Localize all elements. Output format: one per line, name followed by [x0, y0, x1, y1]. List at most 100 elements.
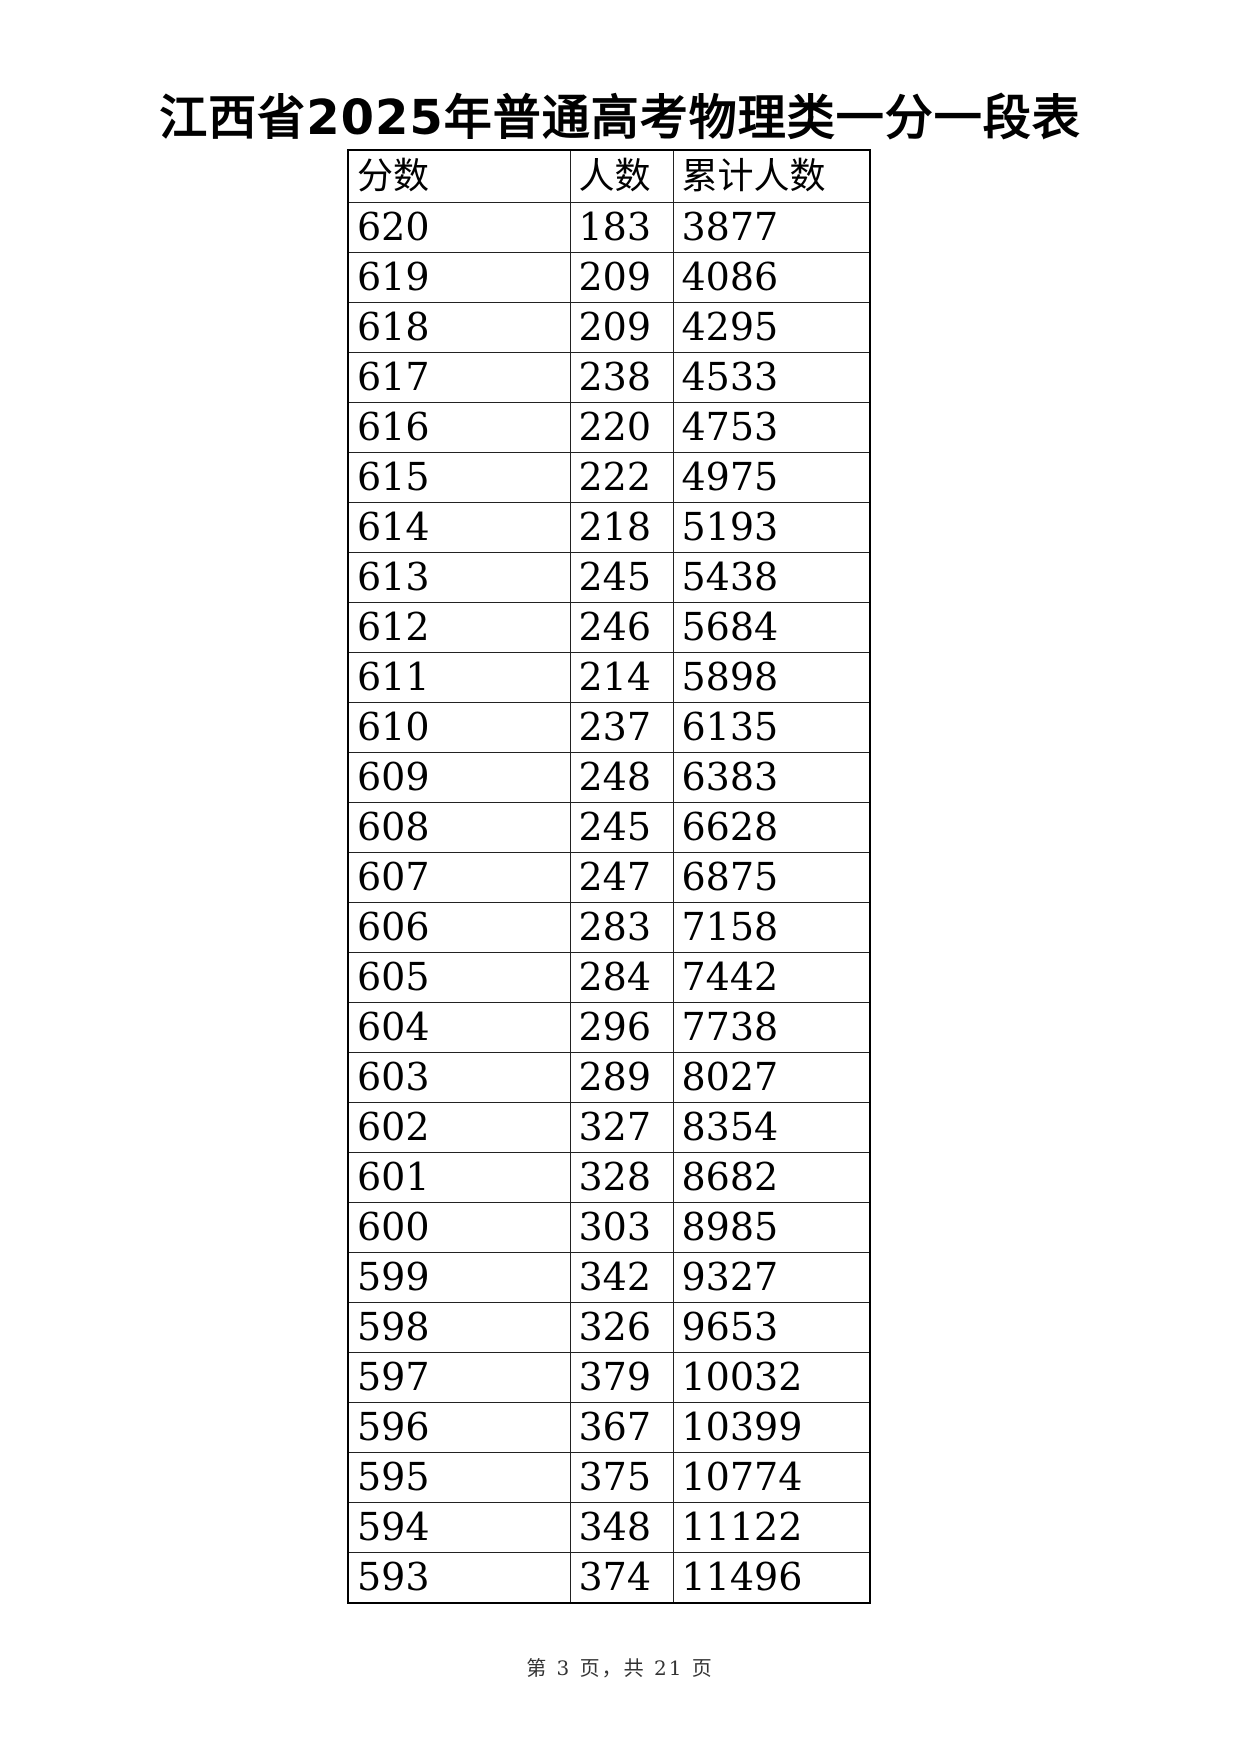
table-row: 603 289 8027	[347, 1052, 871, 1103]
cell-score: 602	[347, 1102, 571, 1153]
cell-score: 601	[347, 1152, 571, 1203]
cell-score: 598	[347, 1302, 571, 1353]
cell-cumulative: 6628	[672, 802, 871, 853]
cell-cumulative: 6383	[672, 752, 871, 803]
table-row: 612 246 5684	[347, 602, 871, 653]
cell-count: 222	[569, 452, 674, 503]
cell-count: 374	[569, 1552, 674, 1604]
cell-count: 214	[569, 652, 674, 703]
cell-score: 596	[347, 1402, 571, 1453]
cell-score: 605	[347, 952, 571, 1003]
cell-cumulative: 7738	[672, 1002, 871, 1053]
cell-score: 603	[347, 1052, 571, 1103]
table-row: 609 248 6383	[347, 752, 871, 803]
cell-cumulative: 8682	[672, 1152, 871, 1203]
page-number: 第 3 页，共 21 页	[526, 1656, 714, 1680]
cell-count: 283	[569, 902, 674, 953]
table-row: 606 283 7158	[347, 902, 871, 953]
table-row: 615 222 4975	[347, 452, 871, 503]
cell-score: 600	[347, 1202, 571, 1253]
cell-count: 296	[569, 1002, 674, 1053]
cell-cumulative: 7158	[672, 902, 871, 953]
table-row: 593 374 11496	[347, 1552, 871, 1604]
cell-cumulative: 4533	[672, 352, 871, 403]
cell-count: 183	[569, 202, 674, 253]
cell-cumulative: 6875	[672, 852, 871, 903]
cell-score: 599	[347, 1252, 571, 1303]
cell-count: 379	[569, 1352, 674, 1403]
table-row: 601 328 8682	[347, 1152, 871, 1203]
table-row: 607 247 6875	[347, 852, 871, 903]
cell-count: 220	[569, 402, 674, 453]
table-row: 599 342 9327	[347, 1252, 871, 1303]
cell-cumulative: 10774	[672, 1452, 871, 1503]
cell-cumulative: 5898	[672, 652, 871, 703]
cell-count: 245	[569, 552, 674, 603]
cell-cumulative: 8985	[672, 1202, 871, 1253]
cell-score: 593	[347, 1552, 571, 1604]
cell-cumulative: 7442	[672, 952, 871, 1003]
cell-cumulative: 8354	[672, 1102, 871, 1153]
score-table: 分数 人数 累计人数 620 183 3877 619 209 4086 618 209 429…	[347, 149, 871, 1604]
cell-count: 209	[569, 252, 674, 303]
cell-count: 326	[569, 1302, 674, 1353]
cell-score: 610	[347, 702, 571, 753]
table-header-row: 分数 人数 累计人数	[347, 149, 871, 203]
cell-cumulative: 10032	[672, 1352, 871, 1403]
table-row: 605 284 7442	[347, 952, 871, 1003]
cell-cumulative: 4295	[672, 302, 871, 353]
table-row: 620 183 3877	[347, 202, 871, 253]
cell-cumulative: 8027	[672, 1052, 871, 1103]
cell-score: 617	[347, 352, 571, 403]
cell-cumulative: 6135	[672, 702, 871, 753]
table-row: 596 367 10399	[347, 1402, 871, 1453]
cell-score: 597	[347, 1352, 571, 1403]
cell-cumulative: 4753	[672, 402, 871, 453]
cell-score: 604	[347, 1002, 571, 1053]
cell-score: 614	[347, 502, 571, 553]
table-row: 610 237 6135	[347, 702, 871, 753]
table-row: 604 296 7738	[347, 1002, 871, 1053]
cell-score: 609	[347, 752, 571, 803]
cell-count: 303	[569, 1202, 674, 1253]
cell-cumulative: 5684	[672, 602, 871, 653]
cell-cumulative: 9653	[672, 1302, 871, 1353]
cell-cumulative: 4086	[672, 252, 871, 303]
cell-cumulative: 4975	[672, 452, 871, 503]
cell-count: 375	[569, 1452, 674, 1503]
page-title: 江西省2025年普通高考物理类一分一段表	[159, 90, 1081, 146]
table-row: 594 348 11122	[347, 1502, 871, 1553]
cell-cumulative: 5193	[672, 502, 871, 553]
cell-count: 247	[569, 852, 674, 903]
cell-cumulative: 11122	[672, 1502, 871, 1553]
cell-score: 618	[347, 302, 571, 353]
cell-score: 619	[347, 252, 571, 303]
table-row: 595 375 10774	[347, 1452, 871, 1503]
cell-count: 245	[569, 802, 674, 853]
table-row: 616 220 4753	[347, 402, 871, 453]
table-row: 597 379 10032	[347, 1352, 871, 1403]
cell-count: 367	[569, 1402, 674, 1453]
cell-count: 209	[569, 302, 674, 353]
table-row: 600 303 8985	[347, 1202, 871, 1253]
cell-count: 218	[569, 502, 674, 553]
cell-count: 348	[569, 1502, 674, 1553]
cell-count: 237	[569, 702, 674, 753]
cell-score: 608	[347, 802, 571, 853]
cell-score: 594	[347, 1502, 571, 1553]
table-row: 611 214 5898	[347, 652, 871, 703]
header-score: 分数	[347, 149, 571, 203]
cell-score: 595	[347, 1452, 571, 1503]
cell-score: 615	[347, 452, 571, 503]
table-row: 608 245 6628	[347, 802, 871, 853]
cell-score: 613	[347, 552, 571, 603]
cell-score: 620	[347, 202, 571, 253]
table-row: 598 326 9653	[347, 1302, 871, 1353]
cell-count: 327	[569, 1102, 674, 1153]
cell-count: 342	[569, 1252, 674, 1303]
cell-count: 246	[569, 602, 674, 653]
cell-count: 289	[569, 1052, 674, 1103]
cell-score: 607	[347, 852, 571, 903]
cell-cumulative: 5438	[672, 552, 871, 603]
cell-count: 284	[569, 952, 674, 1003]
